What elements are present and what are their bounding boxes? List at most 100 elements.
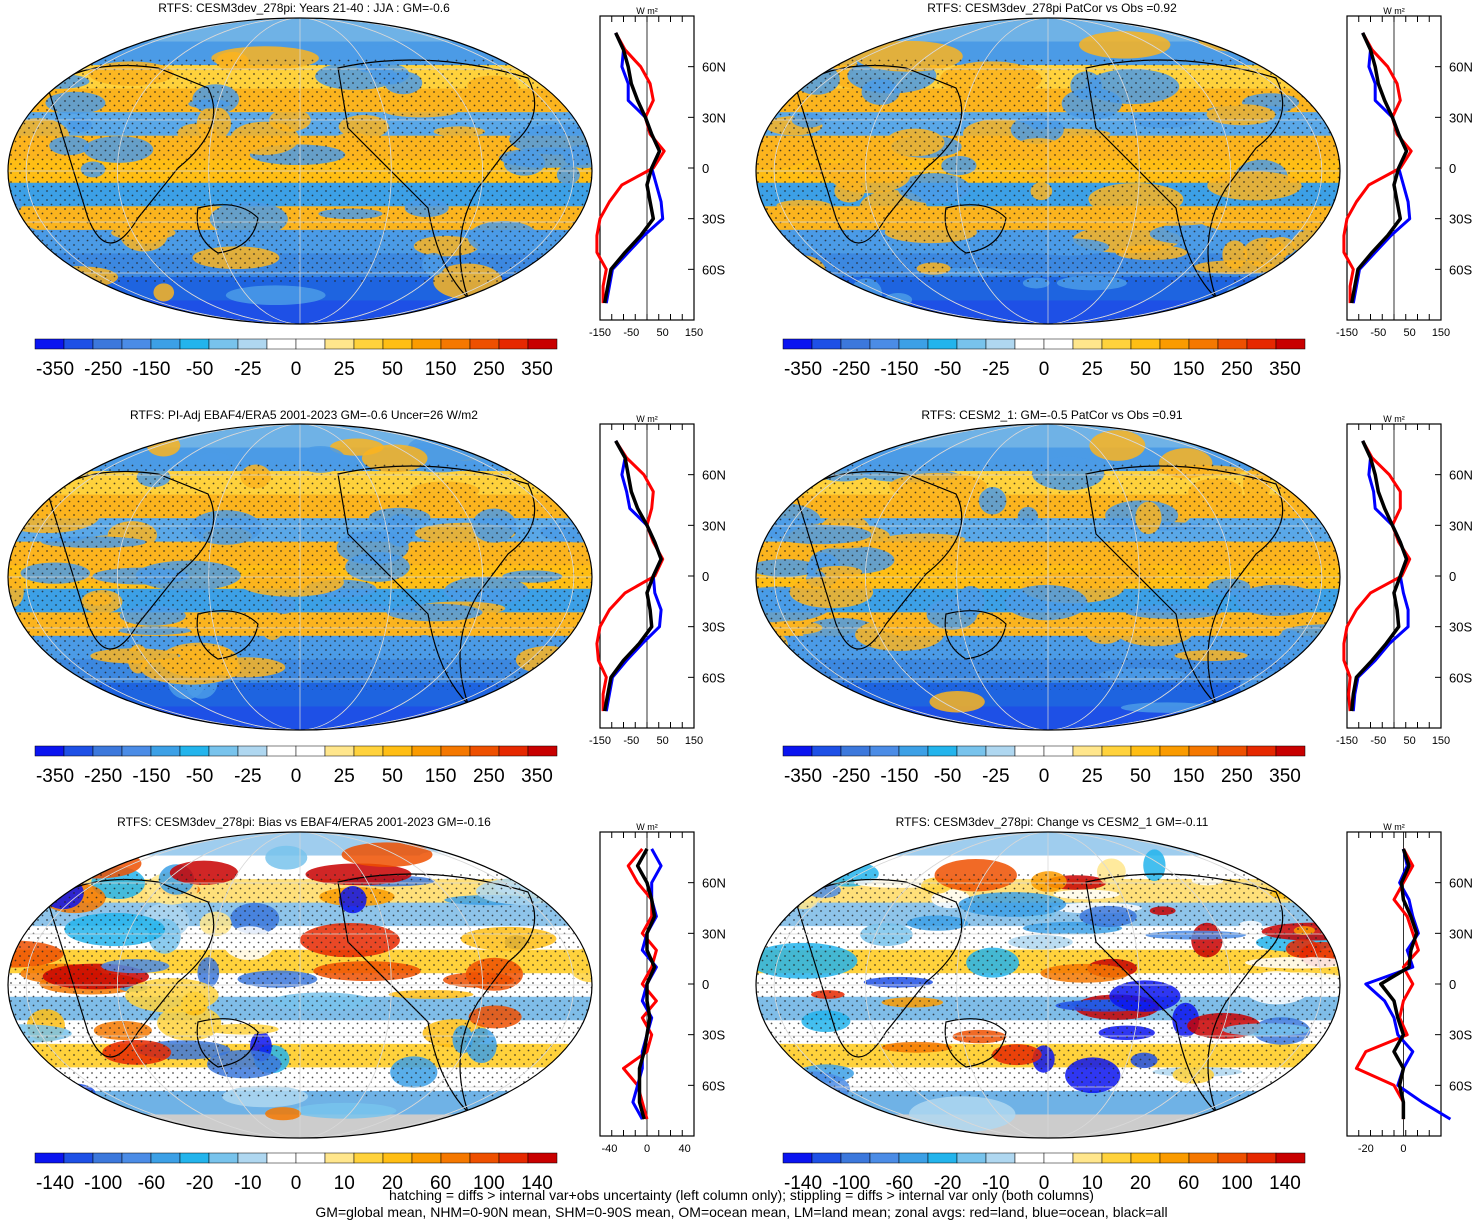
zonal-y-tick: 0 (702, 977, 709, 992)
colorbar-box (527, 745, 558, 757)
zonal-y-tick: 60S (1449, 1078, 1472, 1093)
colorbar-box (985, 745, 1016, 757)
colorbar-label: -60 (886, 1173, 913, 1194)
zonal-x-tick: -50 (623, 735, 639, 747)
colorbar-label: 25 (334, 359, 355, 380)
colorbar-box (34, 1152, 65, 1164)
colorbar-label: 150 (1173, 359, 1205, 380)
map-field (8, 832, 592, 1138)
colorbar-label: -350 (36, 359, 74, 380)
zonal-unit: W m² (1383, 822, 1405, 832)
colorbar-box (1159, 338, 1190, 350)
colorbar-box (179, 1152, 210, 1164)
colorbar-box (869, 1152, 900, 1164)
zonal-x-tick: 150 (1432, 327, 1450, 339)
colorbar-label: 60 (1178, 1173, 1199, 1194)
colorbar-label: 25 (1082, 766, 1103, 787)
colorbar-box (956, 1152, 987, 1164)
colorbar-label: 350 (521, 766, 553, 787)
colorbar-box (1188, 745, 1219, 757)
zonal-y-tick: 30N (702, 926, 726, 941)
colorbar-label: -350 (784, 359, 822, 380)
colorbar-label: 25 (1082, 359, 1103, 380)
colorbar-label: 50 (382, 766, 403, 787)
zonal-y-tick: 30S (1449, 620, 1472, 635)
colorbar-label: 350 (1269, 766, 1301, 787)
colorbar-label: -250 (832, 766, 870, 787)
colorbar-box (266, 338, 297, 350)
colorbar-label: 350 (1269, 359, 1301, 380)
colorbar-label: 100 (473, 1173, 505, 1194)
colorbar-box (92, 745, 123, 757)
colorbar-box (1275, 745, 1306, 757)
colorbar-box (840, 745, 871, 757)
colorbar-label: 10 (334, 1173, 355, 1194)
zonal-frame (1346, 831, 1442, 1137)
colorbar-label: 250 (473, 766, 505, 787)
panel-6: RTFS: CESM3dev_278pi: Change vs CESM2_1 … (755, 815, 1473, 1194)
colorbar-box (237, 338, 268, 350)
map-field (756, 424, 1340, 730)
colorbar-box (498, 1152, 529, 1164)
zonal-y-tick: 30S (702, 1028, 725, 1043)
colorbar-box (150, 338, 181, 350)
map-outline (755, 17, 1341, 325)
zonal-x-tick: 50 (1404, 327, 1416, 339)
colorbar-box (1130, 338, 1161, 350)
colorbar-box (1246, 338, 1277, 350)
colorbar-label: 140 (1269, 1173, 1301, 1194)
colorbar-box (1072, 745, 1103, 757)
colorbar-label: 60 (430, 1173, 451, 1194)
colorbar-box (237, 745, 268, 757)
colorbar-label: 150 (1173, 766, 1205, 787)
colorbar-box (1275, 338, 1306, 350)
zonal-series-all (1379, 848, 1419, 1120)
colorbar-box (469, 745, 500, 757)
panel-title: RTFS: CESM2_1: GM=-0.5 PatCor vs Obs =0.… (921, 408, 1183, 422)
map-field (756, 832, 1340, 1138)
zonal-y-tick: 30N (702, 518, 726, 533)
colorbar-label: 20 (1130, 1173, 1151, 1194)
colorbar-box (121, 1152, 152, 1164)
colorbar-box (1217, 338, 1248, 350)
colorbar-box (1159, 745, 1190, 757)
colorbar-label: 50 (1130, 359, 1151, 380)
zonal-y-tick: 0 (1449, 569, 1456, 584)
colorbar-box (1014, 745, 1045, 757)
zonal-x-tick: -50 (623, 327, 639, 339)
zonal-x-tick: -150 (589, 327, 611, 339)
colorbar-label: 140 (521, 1173, 553, 1194)
map-outline (755, 423, 1341, 731)
colorbar-box (237, 1152, 268, 1164)
colorbar-label: -25 (982, 359, 1009, 380)
colorbar-box (1043, 1152, 1074, 1164)
colorbar-box (1188, 338, 1219, 350)
panel-3: RTFS: PI-Adj EBAF4/ERA5 2001-2023 GM=-0.… (7, 408, 726, 787)
colorbar-box (411, 338, 442, 350)
colorbar-box (179, 338, 210, 350)
panel-2: RTFS: CESM3dev_278pi PatCor vs Obs =0.92… (755, 1, 1473, 380)
zonal-y-tick: 60N (702, 468, 726, 483)
colorbar-box (985, 1152, 1016, 1164)
colorbar-label: -25 (234, 359, 261, 380)
colorbar-label: 50 (1130, 766, 1151, 787)
colorbar-box (1101, 745, 1132, 757)
colorbar-box (324, 338, 355, 350)
zonal-y-tick: 30N (1449, 110, 1473, 125)
zonal-y-tick: 0 (702, 569, 709, 584)
colorbar-label: -250 (84, 359, 122, 380)
colorbar-box (1188, 1152, 1219, 1164)
colorbar-box (527, 338, 558, 350)
colorbar-box (121, 745, 152, 757)
colorbar-label: 0 (1039, 1173, 1050, 1194)
colorbar-box (63, 1152, 94, 1164)
colorbar-box (34, 338, 65, 350)
zonal-y-tick: 30N (1449, 926, 1473, 941)
zonal-y-tick: 60S (1449, 670, 1472, 685)
colorbar-label: -350 (784, 766, 822, 787)
colorbar-box (440, 338, 471, 350)
panel-1: RTFS: CESM3dev_278pi: Years 21-40 : JJA … (7, 1, 726, 380)
colorbar-box (1130, 745, 1161, 757)
colorbar-label: -250 (832, 359, 870, 380)
